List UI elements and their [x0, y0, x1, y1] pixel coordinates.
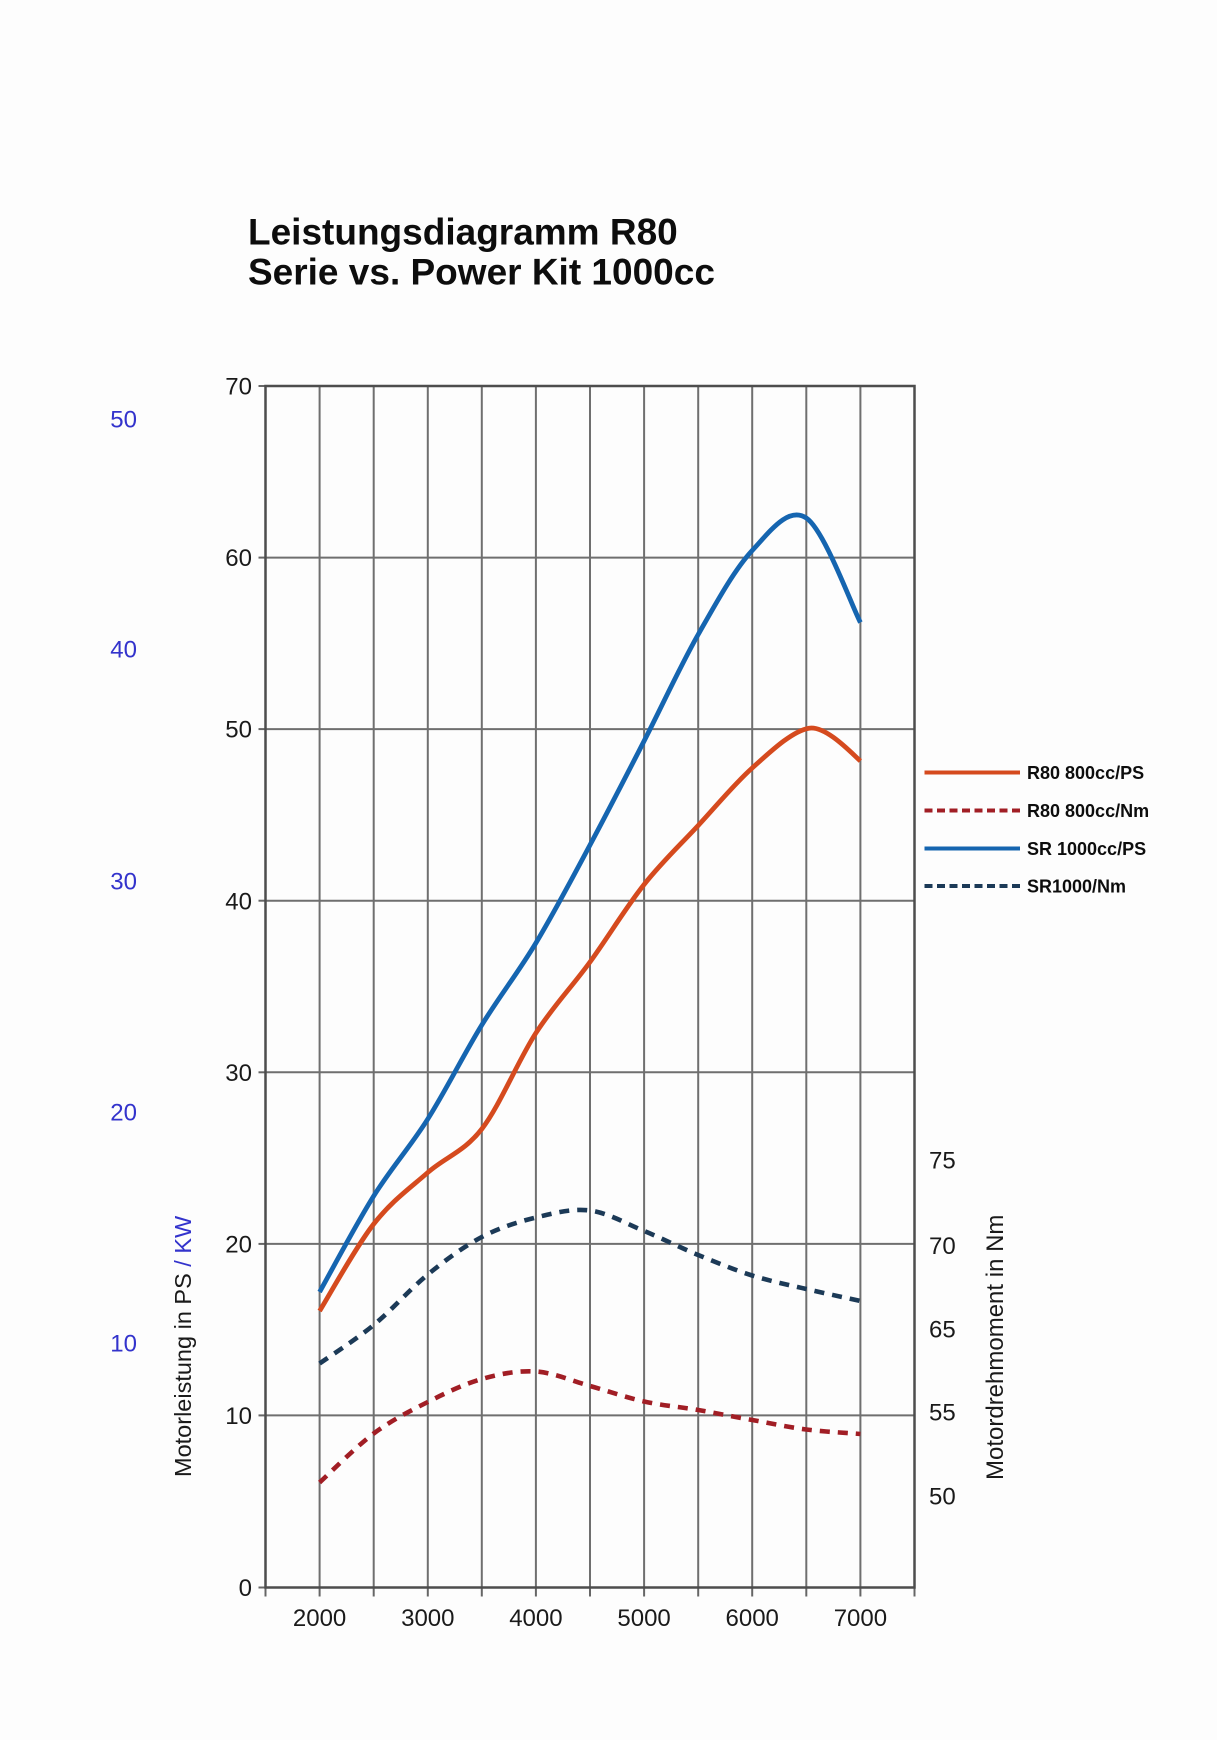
svg-text:SR 1000cc/PS: SR 1000cc/PS	[1027, 839, 1146, 859]
svg-text:60: 60	[225, 545, 252, 572]
svg-text:30: 30	[110, 869, 137, 896]
svg-text:R80 800cc/Nm: R80 800cc/Nm	[1027, 801, 1149, 821]
svg-text:65: 65	[929, 1317, 956, 1344]
svg-text:3000: 3000	[401, 1605, 454, 1632]
svg-text:70: 70	[225, 374, 252, 401]
svg-text:40: 40	[110, 637, 137, 664]
svg-text:0: 0	[239, 1575, 252, 1602]
svg-text:10: 10	[225, 1403, 252, 1430]
svg-text:Motorleistung in PS / KW: Motorleistung in PS / KW	[170, 1215, 196, 1477]
svg-text:50: 50	[110, 407, 137, 434]
svg-text:Serie vs. Power Kit 1000cc: Serie vs. Power Kit 1000cc	[248, 252, 715, 293]
svg-text:20: 20	[110, 1100, 137, 1127]
svg-text:Leistungsdiagramm R80: Leistungsdiagramm R80	[248, 212, 678, 253]
svg-text:75: 75	[929, 1148, 956, 1175]
svg-text:Motordrehmoment in Nm: Motordrehmoment in Nm	[982, 1215, 1009, 1480]
svg-text:SR1000/Nm: SR1000/Nm	[1027, 877, 1126, 897]
svg-text:20: 20	[225, 1232, 252, 1259]
svg-text:50: 50	[225, 717, 252, 744]
svg-text:7000: 7000	[834, 1605, 887, 1632]
svg-text:R80 800cc/PS: R80 800cc/PS	[1027, 763, 1144, 783]
svg-text:6000: 6000	[726, 1605, 779, 1632]
svg-text:4000: 4000	[509, 1605, 562, 1632]
svg-text:70: 70	[929, 1233, 956, 1260]
svg-text:5000: 5000	[617, 1605, 670, 1632]
svg-text:10: 10	[110, 1331, 137, 1358]
svg-text:50: 50	[929, 1484, 956, 1511]
svg-text:2000: 2000	[293, 1605, 346, 1632]
svg-text:40: 40	[225, 888, 252, 915]
svg-text:55: 55	[929, 1400, 956, 1427]
svg-text:30: 30	[225, 1060, 252, 1087]
